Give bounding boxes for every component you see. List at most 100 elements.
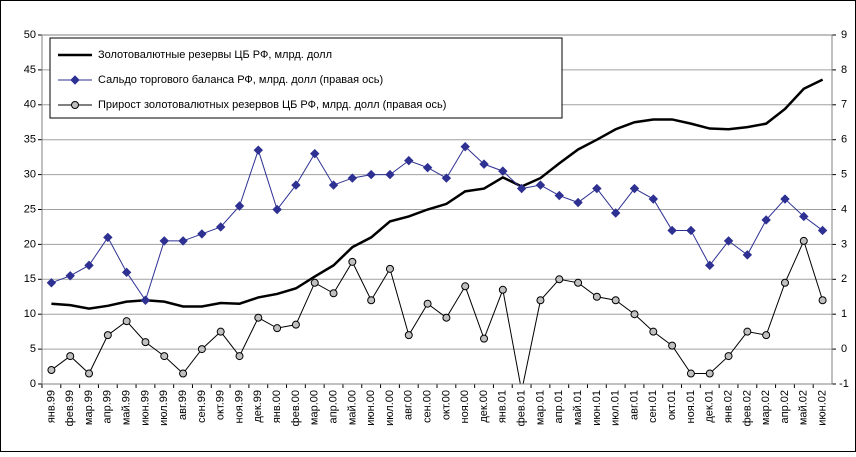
series-marker: [47, 366, 56, 375]
legend-marker: [70, 75, 80, 85]
plot-border: [41, 34, 833, 385]
x-tick-label: апр.99: [102, 390, 114, 423]
series-marker: [705, 260, 715, 271]
series-marker: [573, 197, 583, 208]
series-marker: [648, 194, 659, 204]
series-marker: [479, 159, 489, 169]
series-marker: [272, 204, 282, 215]
series-marker: [254, 313, 263, 322]
x-tick-label: май.00: [346, 390, 358, 425]
series-marker: [329, 289, 338, 298]
y-tick-label: 35: [24, 134, 36, 146]
x-tick-label: июл.01: [610, 390, 622, 426]
x-tick-label: сен.01: [647, 390, 659, 423]
x-tick-label: окт.00: [440, 390, 452, 420]
x-tick-label: фев.01: [516, 390, 528, 426]
series-marker: [159, 236, 169, 246]
legend-box: [49, 37, 563, 119]
x-tick-label: янв.99: [45, 390, 57, 423]
series-marker: [574, 278, 583, 287]
x-tick-label: фев.99: [64, 390, 76, 426]
x-tick-label: фев.00: [290, 390, 302, 426]
series-marker: [423, 299, 432, 308]
x-tick-label: авг.01: [628, 390, 640, 420]
series-marker: [235, 352, 244, 361]
series-marker: [723, 236, 734, 246]
series-marker: [197, 229, 207, 239]
x-tick-label: апр.00: [327, 390, 339, 423]
x-tick-label: авг.00: [403, 390, 415, 420]
y-tick-label: 5: [30, 343, 36, 355]
series-marker: [724, 352, 733, 361]
series-marker: [404, 331, 413, 340]
y-tick-label: 20: [24, 238, 36, 250]
series-marker: [65, 271, 75, 281]
y-tick-label: 45: [24, 64, 36, 76]
x-tick-label: дек.00: [478, 390, 490, 423]
series-marker: [46, 278, 57, 288]
x-tick-label: июн.02: [817, 390, 829, 426]
series-marker: [686, 369, 695, 378]
series-marker: [66, 352, 75, 361]
series-marker: [686, 225, 696, 236]
series-marker: [480, 334, 489, 343]
y-tick-label: 15: [24, 273, 36, 285]
series-marker: [667, 225, 677, 236]
series-marker: [422, 162, 433, 173]
y-tick-label: 30: [24, 169, 36, 181]
series-marker: [310, 278, 319, 287]
series-marker: [498, 166, 508, 176]
x-tick-label: янв.01: [497, 390, 509, 423]
x-tick-label: авг.99: [177, 390, 189, 420]
y2-tick-label: 4: [841, 203, 847, 215]
y2-tick-label: 0: [841, 343, 847, 355]
series-marker: [178, 236, 188, 246]
y2-tick-label: 5: [841, 169, 847, 181]
x-tick-label: апр.01: [553, 390, 565, 423]
x-tick-label: дек.99: [252, 390, 264, 423]
series-marker: [216, 327, 225, 336]
x-tick-label: июн.99: [139, 390, 151, 426]
series-marker: [348, 257, 357, 266]
x-tick-label: дек.01: [704, 390, 716, 423]
x-tick-label: мар.01: [534, 390, 546, 425]
x-tick-label: июл.00: [384, 390, 396, 426]
series-marker: [160, 352, 169, 361]
series-marker: [84, 260, 94, 271]
x-tick-label: мар.00: [309, 390, 321, 425]
series-marker: [328, 180, 339, 190]
series-marker: [743, 327, 752, 336]
x-tick-label: май.99: [121, 390, 133, 425]
legend-marker: [71, 101, 79, 109]
x-tick-label: янв.00: [271, 390, 283, 423]
x-tick-label: фев.02: [741, 390, 753, 426]
series-marker: [385, 169, 395, 180]
plot: [46, 78, 828, 384]
series-marker: [554, 190, 564, 201]
series-marker: [197, 345, 206, 354]
x-tick-label: май.01: [572, 390, 584, 425]
x-tick-label: мар.02: [760, 390, 772, 425]
y2-tick-label: 1: [841, 308, 847, 320]
series-marker: [817, 225, 828, 236]
series-marker: [780, 194, 790, 204]
y2-tick-label: 3: [841, 238, 847, 250]
x-tick-label: окт.99: [215, 390, 227, 420]
x-tick-label: ноя.99: [233, 390, 245, 423]
series-marker: [366, 169, 376, 180]
series-marker: [799, 236, 808, 245]
y2-tick-label: -1: [839, 378, 849, 390]
series-marker: [253, 145, 264, 155]
series-marker: [705, 369, 714, 378]
series-marker: [536, 296, 545, 305]
series-marker: [347, 173, 358, 183]
series-marker: [461, 282, 470, 291]
series-line: [51, 78, 824, 310]
series-marker: [385, 264, 394, 273]
series-marker: [535, 180, 546, 190]
series-marker: [291, 320, 300, 329]
series-marker: [780, 278, 789, 287]
series-marker: [762, 331, 771, 340]
